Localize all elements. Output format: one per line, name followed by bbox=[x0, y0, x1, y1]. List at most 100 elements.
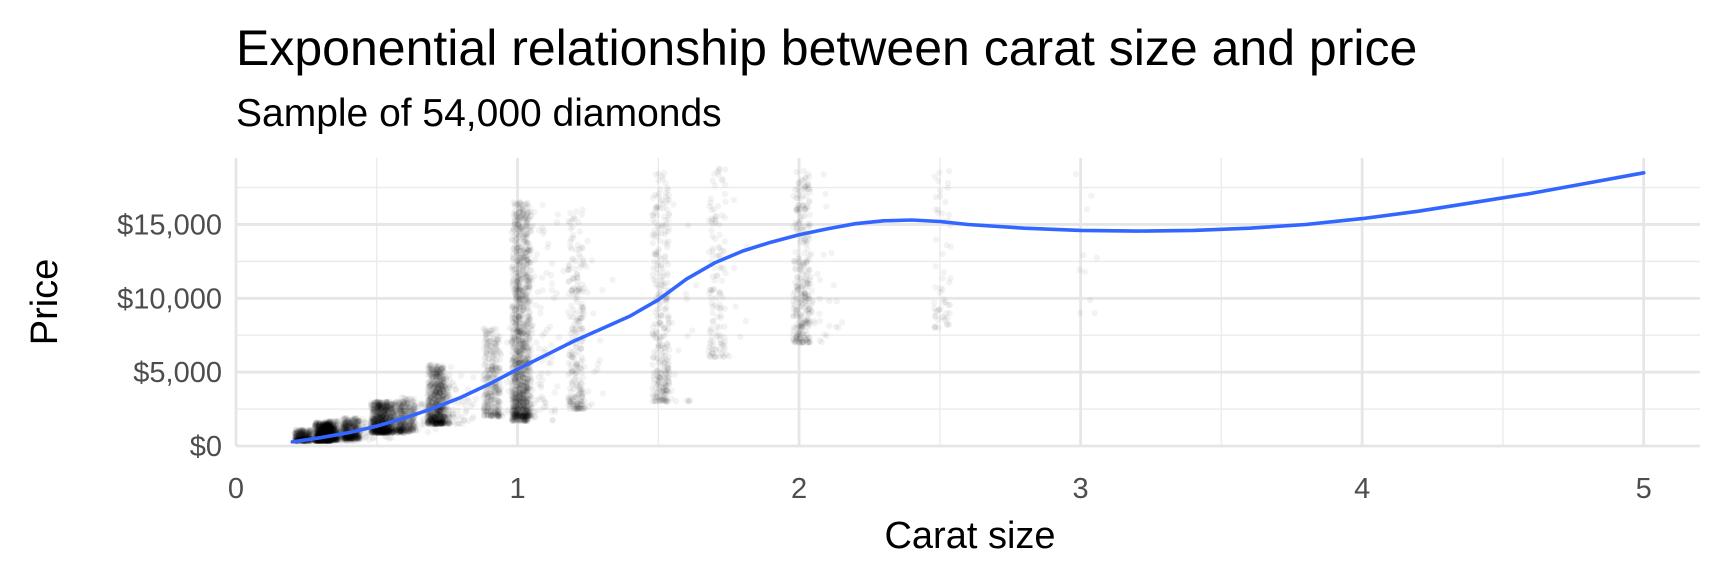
scatter-point bbox=[315, 426, 322, 433]
scatter-point bbox=[330, 422, 337, 429]
scatter-point bbox=[324, 426, 332, 433]
scatter-point bbox=[432, 388, 440, 395]
scatter-point bbox=[324, 421, 331, 428]
scatter-point bbox=[328, 427, 335, 434]
scatter-point bbox=[316, 422, 324, 429]
scatter-point bbox=[346, 437, 353, 444]
scatter-point bbox=[316, 426, 324, 434]
scatter-point bbox=[316, 424, 323, 431]
scatter-point bbox=[324, 426, 331, 433]
scatter-point bbox=[314, 427, 321, 434]
scatter-point bbox=[327, 437, 334, 444]
scatter-point bbox=[318, 422, 326, 429]
scatter-point bbox=[314, 426, 322, 434]
scatter-point bbox=[342, 437, 349, 444]
scatter-point bbox=[345, 435, 353, 442]
scatter-point bbox=[320, 429, 327, 437]
scatter-point bbox=[319, 427, 326, 434]
scatter-point bbox=[315, 425, 322, 432]
scatter-point bbox=[312, 419, 320, 426]
scatter-point bbox=[341, 436, 348, 444]
scatter-point bbox=[322, 422, 329, 429]
scatter-point bbox=[327, 437, 335, 444]
scatter-point bbox=[320, 423, 327, 430]
scatter-point bbox=[339, 426, 346, 433]
scatter-point bbox=[300, 433, 307, 440]
scatter-point bbox=[298, 427, 305, 434]
scatter-point bbox=[326, 428, 333, 435]
scatter-point bbox=[303, 428, 311, 436]
scatter-point bbox=[432, 426, 439, 433]
scatter-point bbox=[314, 422, 321, 429]
scatter-point bbox=[320, 428, 327, 435]
scatter-point bbox=[313, 431, 320, 438]
scatter-point bbox=[312, 423, 319, 430]
scatter-point bbox=[424, 429, 432, 436]
scatter-point bbox=[321, 423, 328, 430]
scatter-point bbox=[325, 420, 332, 428]
scatter-point bbox=[298, 429, 306, 436]
scatter-point bbox=[320, 421, 327, 429]
scatter-point bbox=[308, 427, 315, 435]
scatter-point bbox=[301, 431, 308, 438]
scatter-point bbox=[488, 362, 496, 369]
scatter-point bbox=[324, 437, 331, 444]
scatter-point bbox=[323, 429, 331, 436]
scatter-point bbox=[320, 437, 328, 444]
scatter-point bbox=[322, 427, 329, 434]
scatter-point bbox=[297, 429, 304, 436]
scatter-point bbox=[316, 422, 324, 430]
scatter-point bbox=[322, 422, 329, 430]
scatter-point bbox=[322, 425, 329, 432]
scatter-point bbox=[323, 419, 330, 426]
scatter-point bbox=[324, 429, 331, 436]
scatter-point bbox=[319, 421, 327, 429]
scatter-point bbox=[311, 422, 318, 429]
scatter-point bbox=[324, 437, 331, 444]
scatter-point bbox=[386, 401, 393, 408]
scatter-point bbox=[324, 428, 332, 436]
scatter-point bbox=[312, 425, 320, 433]
grid-major bbox=[234, 158, 1700, 448]
scatter-point bbox=[327, 436, 334, 443]
scatter-point bbox=[304, 430, 312, 437]
scatter-point bbox=[326, 422, 333, 429]
scatter-point bbox=[327, 422, 335, 429]
scatter-point bbox=[329, 428, 336, 435]
scatter-point bbox=[326, 421, 333, 428]
scatter-point bbox=[327, 423, 334, 431]
scatter-point bbox=[292, 429, 299, 437]
scatter-point bbox=[312, 428, 319, 435]
scatter-point bbox=[319, 429, 326, 436]
scatter-point bbox=[302, 426, 310, 434]
scatter-point bbox=[325, 437, 332, 444]
scatter-point bbox=[315, 423, 323, 430]
scatter-point bbox=[320, 429, 328, 437]
scatter-point bbox=[318, 428, 325, 435]
scatter-point bbox=[319, 430, 326, 437]
scatter-point bbox=[325, 437, 333, 444]
scatter-point bbox=[313, 430, 320, 437]
scatter-point bbox=[312, 420, 320, 427]
scatter-point bbox=[326, 437, 334, 444]
scatter-point bbox=[323, 437, 331, 444]
scatter-point bbox=[326, 423, 333, 430]
scatter-point bbox=[341, 425, 348, 432]
scatter-point bbox=[302, 430, 309, 437]
scatter-point bbox=[298, 431, 305, 439]
scatter-point bbox=[312, 428, 319, 436]
scatter-point bbox=[320, 429, 327, 436]
scatter-point bbox=[305, 432, 312, 439]
scatter-point bbox=[326, 437, 333, 444]
scatter-point bbox=[315, 421, 322, 428]
scatter-point bbox=[483, 343, 491, 351]
scatter-point bbox=[322, 426, 330, 433]
scatter-point bbox=[317, 430, 325, 437]
scatter-point bbox=[325, 423, 332, 430]
scatter-point bbox=[327, 425, 334, 432]
scatter-point bbox=[326, 437, 334, 444]
scatter-point bbox=[292, 433, 299, 440]
scatter-points bbox=[291, 165, 1100, 445]
scatter-point bbox=[333, 435, 340, 443]
scatter-point bbox=[299, 427, 306, 434]
